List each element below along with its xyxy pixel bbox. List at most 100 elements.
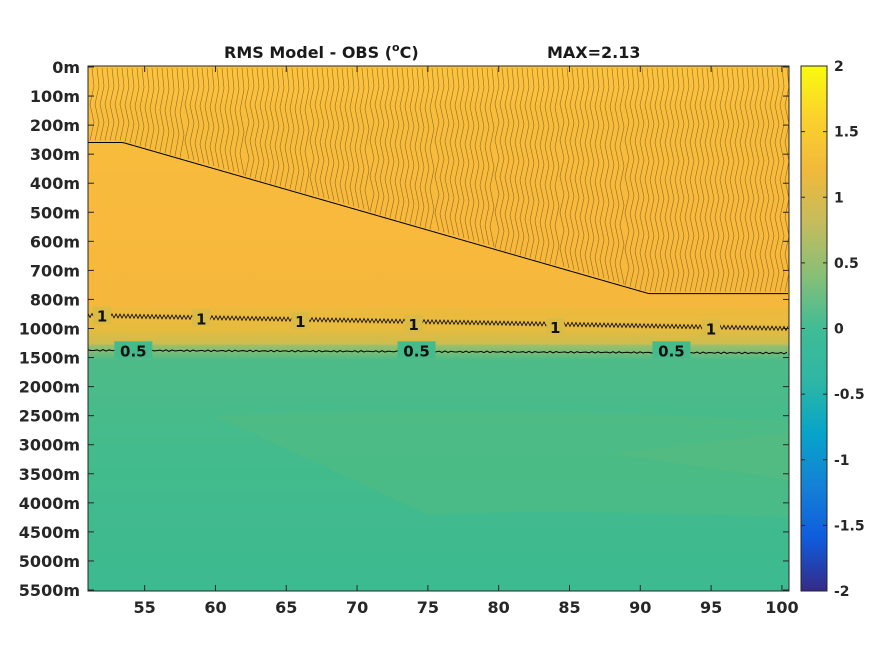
contour-streak-1.5 bbox=[694, 67, 700, 292]
contour-streak-1.5 bbox=[704, 67, 710, 292]
contour-streak-1.5 bbox=[589, 67, 595, 276]
contour-streak-1.5 bbox=[199, 67, 205, 164]
colorbar-tick-label: 0 bbox=[834, 322, 844, 338]
contour-streak-1.5 bbox=[479, 67, 485, 244]
contour-label-bg bbox=[192, 309, 211, 327]
contour-streak-1.5 bbox=[459, 67, 465, 239]
x-tick-label: 95 bbox=[700, 598, 722, 617]
contour-streak-1.5 bbox=[564, 67, 570, 269]
contour-streak-1.5 bbox=[749, 67, 755, 292]
colorbar-ticks: 2 1.5 1 0.5 0 -0.5 -1 -1.5 -2 bbox=[801, 59, 865, 600]
contour-label-bg bbox=[404, 315, 423, 333]
contour-streak-1.5 bbox=[489, 67, 495, 247]
contour-streak-1.5 bbox=[609, 67, 615, 282]
contour-streak-1.5 bbox=[519, 67, 525, 256]
contour-streak-1.5 bbox=[134, 67, 140, 145]
contour-streak-1.5 bbox=[364, 67, 370, 211]
contour-streak-1.5 bbox=[229, 67, 235, 172]
title-main: RMS Model - OBS ( bbox=[224, 43, 392, 62]
x-tick-label: 55 bbox=[134, 598, 156, 617]
contour-streak-1.5 bbox=[244, 67, 250, 177]
chart-title: RMS Model - OBS (oC) MAX=2.13 bbox=[224, 41, 641, 62]
contour-streak-1.5 bbox=[174, 67, 180, 157]
contour-streak-1.5 bbox=[369, 67, 375, 213]
contour-streak-1.5 bbox=[334, 67, 340, 203]
contour-streak-1.5 bbox=[484, 67, 490, 246]
contour-streak-1.5 bbox=[279, 67, 285, 187]
y-tick-label: 3000m bbox=[19, 436, 80, 455]
contour-streak-1.5 bbox=[524, 67, 530, 257]
contour-streak-1.5 bbox=[404, 67, 410, 223]
contour-streak-1.5 bbox=[509, 67, 515, 253]
contour-streak-1.5 bbox=[629, 67, 635, 287]
lower-patch bbox=[215, 411, 789, 518]
contour-label: 0.5 bbox=[403, 342, 430, 360]
contour-streak-1.5 bbox=[374, 67, 380, 214]
contour-streak-1.5 bbox=[584, 67, 590, 274]
contour-streak-1.5 bbox=[569, 67, 575, 270]
contour-label-group: 0.5 0.5 0.5 1 1 1 1 1 1 bbox=[93, 306, 721, 360]
contour-streak-1.5 bbox=[309, 67, 315, 195]
contour-streak-1.5 bbox=[549, 67, 555, 264]
y-tick-label: 1000m bbox=[19, 320, 80, 339]
contour-streak-1.5 bbox=[169, 67, 175, 155]
contour-streak-1.5 bbox=[394, 67, 400, 220]
x-tick-label: 60 bbox=[204, 598, 226, 617]
contour-streak-1.5 bbox=[144, 67, 150, 148]
contour-streak-1.5 bbox=[219, 67, 225, 170]
contour-streak-1.5 bbox=[699, 67, 705, 292]
contour-label-bg bbox=[114, 341, 153, 359]
colorbar-tick-label: 0.5 bbox=[834, 256, 859, 272]
contour-streak-1.5 bbox=[464, 67, 470, 240]
contour-label: 1 bbox=[706, 321, 716, 339]
contour-label: 1 bbox=[295, 313, 305, 331]
contour-streak-1.5 bbox=[184, 67, 190, 159]
contour-streak-1.5 bbox=[639, 67, 645, 290]
contour-streak-1.5 bbox=[389, 67, 395, 218]
contour-streak-1.5 bbox=[259, 67, 265, 181]
contour-label: 1 bbox=[408, 316, 418, 334]
contour-streak-1.5 bbox=[544, 67, 550, 263]
contour-streak-1.5 bbox=[379, 67, 385, 216]
colorbar-tick-label: 1.5 bbox=[834, 125, 859, 141]
colorbar: 2 1.5 1 0.5 0 -0.5 -1 -1.5 -2 bbox=[800, 59, 865, 600]
y-tick-label: 4500m bbox=[19, 523, 80, 542]
contour-label-bg bbox=[546, 318, 565, 336]
y-tick-label: 3500m bbox=[19, 465, 80, 484]
x-tick-label: 100 bbox=[765, 598, 798, 617]
contour-label-bg bbox=[291, 312, 310, 330]
title-unit: C) bbox=[400, 43, 419, 62]
contour-streak-1.5 bbox=[269, 67, 275, 184]
x-tick-label: 85 bbox=[558, 598, 580, 617]
contour-streak-1.5 bbox=[149, 67, 155, 149]
contour-streak-1.5 bbox=[284, 67, 290, 188]
x-tick-label: 80 bbox=[488, 598, 510, 617]
colorbar-tick-label: -1.5 bbox=[834, 518, 865, 534]
contour-streak-1.5 bbox=[384, 67, 390, 217]
contour-streak-1.5 bbox=[634, 67, 640, 289]
contour-streak-1.5 bbox=[529, 67, 535, 259]
contour-streak-1.5 bbox=[354, 67, 360, 208]
colorbar-tick-label: 1 bbox=[834, 190, 844, 206]
contour-streak-1.5 bbox=[439, 67, 445, 233]
colorbar-tick-label: -1 bbox=[834, 453, 850, 469]
contour-streak-1.5 bbox=[129, 67, 135, 144]
contour-streak-1.5 bbox=[734, 67, 740, 292]
contour-streak-1.5 bbox=[644, 67, 650, 292]
y-tick-label: 600m bbox=[30, 232, 80, 251]
contour-streak-1.5 bbox=[579, 67, 585, 273]
contour-streak-1.5 bbox=[429, 67, 435, 230]
contour-streak-1.5 bbox=[474, 67, 480, 243]
contour-streak-1.5 bbox=[324, 67, 330, 200]
contour-label: 1 bbox=[97, 307, 107, 325]
contour-streak-1.5 bbox=[344, 67, 350, 205]
contour-streak-1.5 bbox=[659, 67, 665, 292]
y-tick-label: 300m bbox=[30, 145, 80, 164]
contour-streak-1.5 bbox=[784, 67, 789, 292]
y-tick-label: 800m bbox=[30, 290, 80, 309]
contour-streak-1.5 bbox=[299, 67, 305, 193]
x-tick-label: 90 bbox=[629, 598, 651, 617]
contour-streak-1.5 bbox=[599, 67, 605, 279]
contour-streak-1.5 bbox=[624, 67, 630, 286]
